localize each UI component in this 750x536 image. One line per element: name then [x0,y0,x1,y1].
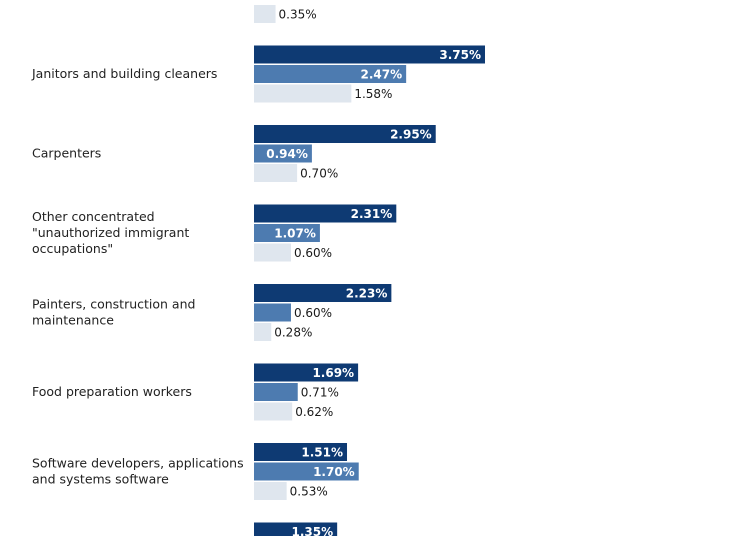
bar [254,522,338,536]
bar [254,125,436,143]
category-label: Painters, construction and maintenance [32,297,195,328]
value-label: 2.47% [361,68,403,82]
category-labels: Janitors and building cleaners Carpenters… [31,66,244,487]
category-label: Carpenters [32,146,101,161]
value-label: 0.60% [294,246,332,260]
value-label: 0.60% [294,306,332,320]
value-label: 0.28% [274,326,312,340]
value-label: 1.07% [274,227,316,241]
bar [254,144,312,163]
bar [254,303,291,322]
value-label: 2.31% [351,207,393,221]
value-label: 0.71% [301,386,339,400]
bar [254,204,397,223]
category-label: Software developers, applications and sys… [32,456,244,487]
category-label: Food preparation workers [32,384,192,399]
value-label: 0.35% [279,8,317,22]
bar [254,482,287,500]
bar [254,243,291,262]
value-label: 3.75% [439,48,481,62]
bar [254,164,298,182]
bar [254,363,359,382]
value-label: 1.69% [312,366,354,380]
bars [254,5,485,536]
bar [254,45,485,64]
bar [254,84,352,103]
bar [254,402,293,421]
value-label: 2.95% [390,128,432,142]
value-label: 0.70% [300,167,338,181]
value-label: 0.62% [295,405,333,419]
value-label: 0.94% [266,147,308,161]
value-label: 1.35% [292,525,334,536]
value-label: 1.58% [354,87,392,101]
bar [254,65,407,83]
bar [254,443,348,461]
bar [254,323,272,341]
category-label: Other concentrated "unauthorized immigran… [32,209,189,256]
value-label: 1.70% [313,465,355,479]
value-label: 0.53% [290,485,328,499]
category-label: Janitors and building cleaners [31,66,217,81]
bar [254,5,276,23]
value-labels: 0.35% 3.75% 2.47% 1.58% 2.95% 0.94% 0.70% 2.31%… [266,8,481,536]
value-label: 1.51% [301,446,343,460]
bar [254,383,298,401]
bar [254,224,320,242]
bar [254,284,392,302]
value-label: 2.23% [346,287,388,301]
bar [254,462,359,481]
